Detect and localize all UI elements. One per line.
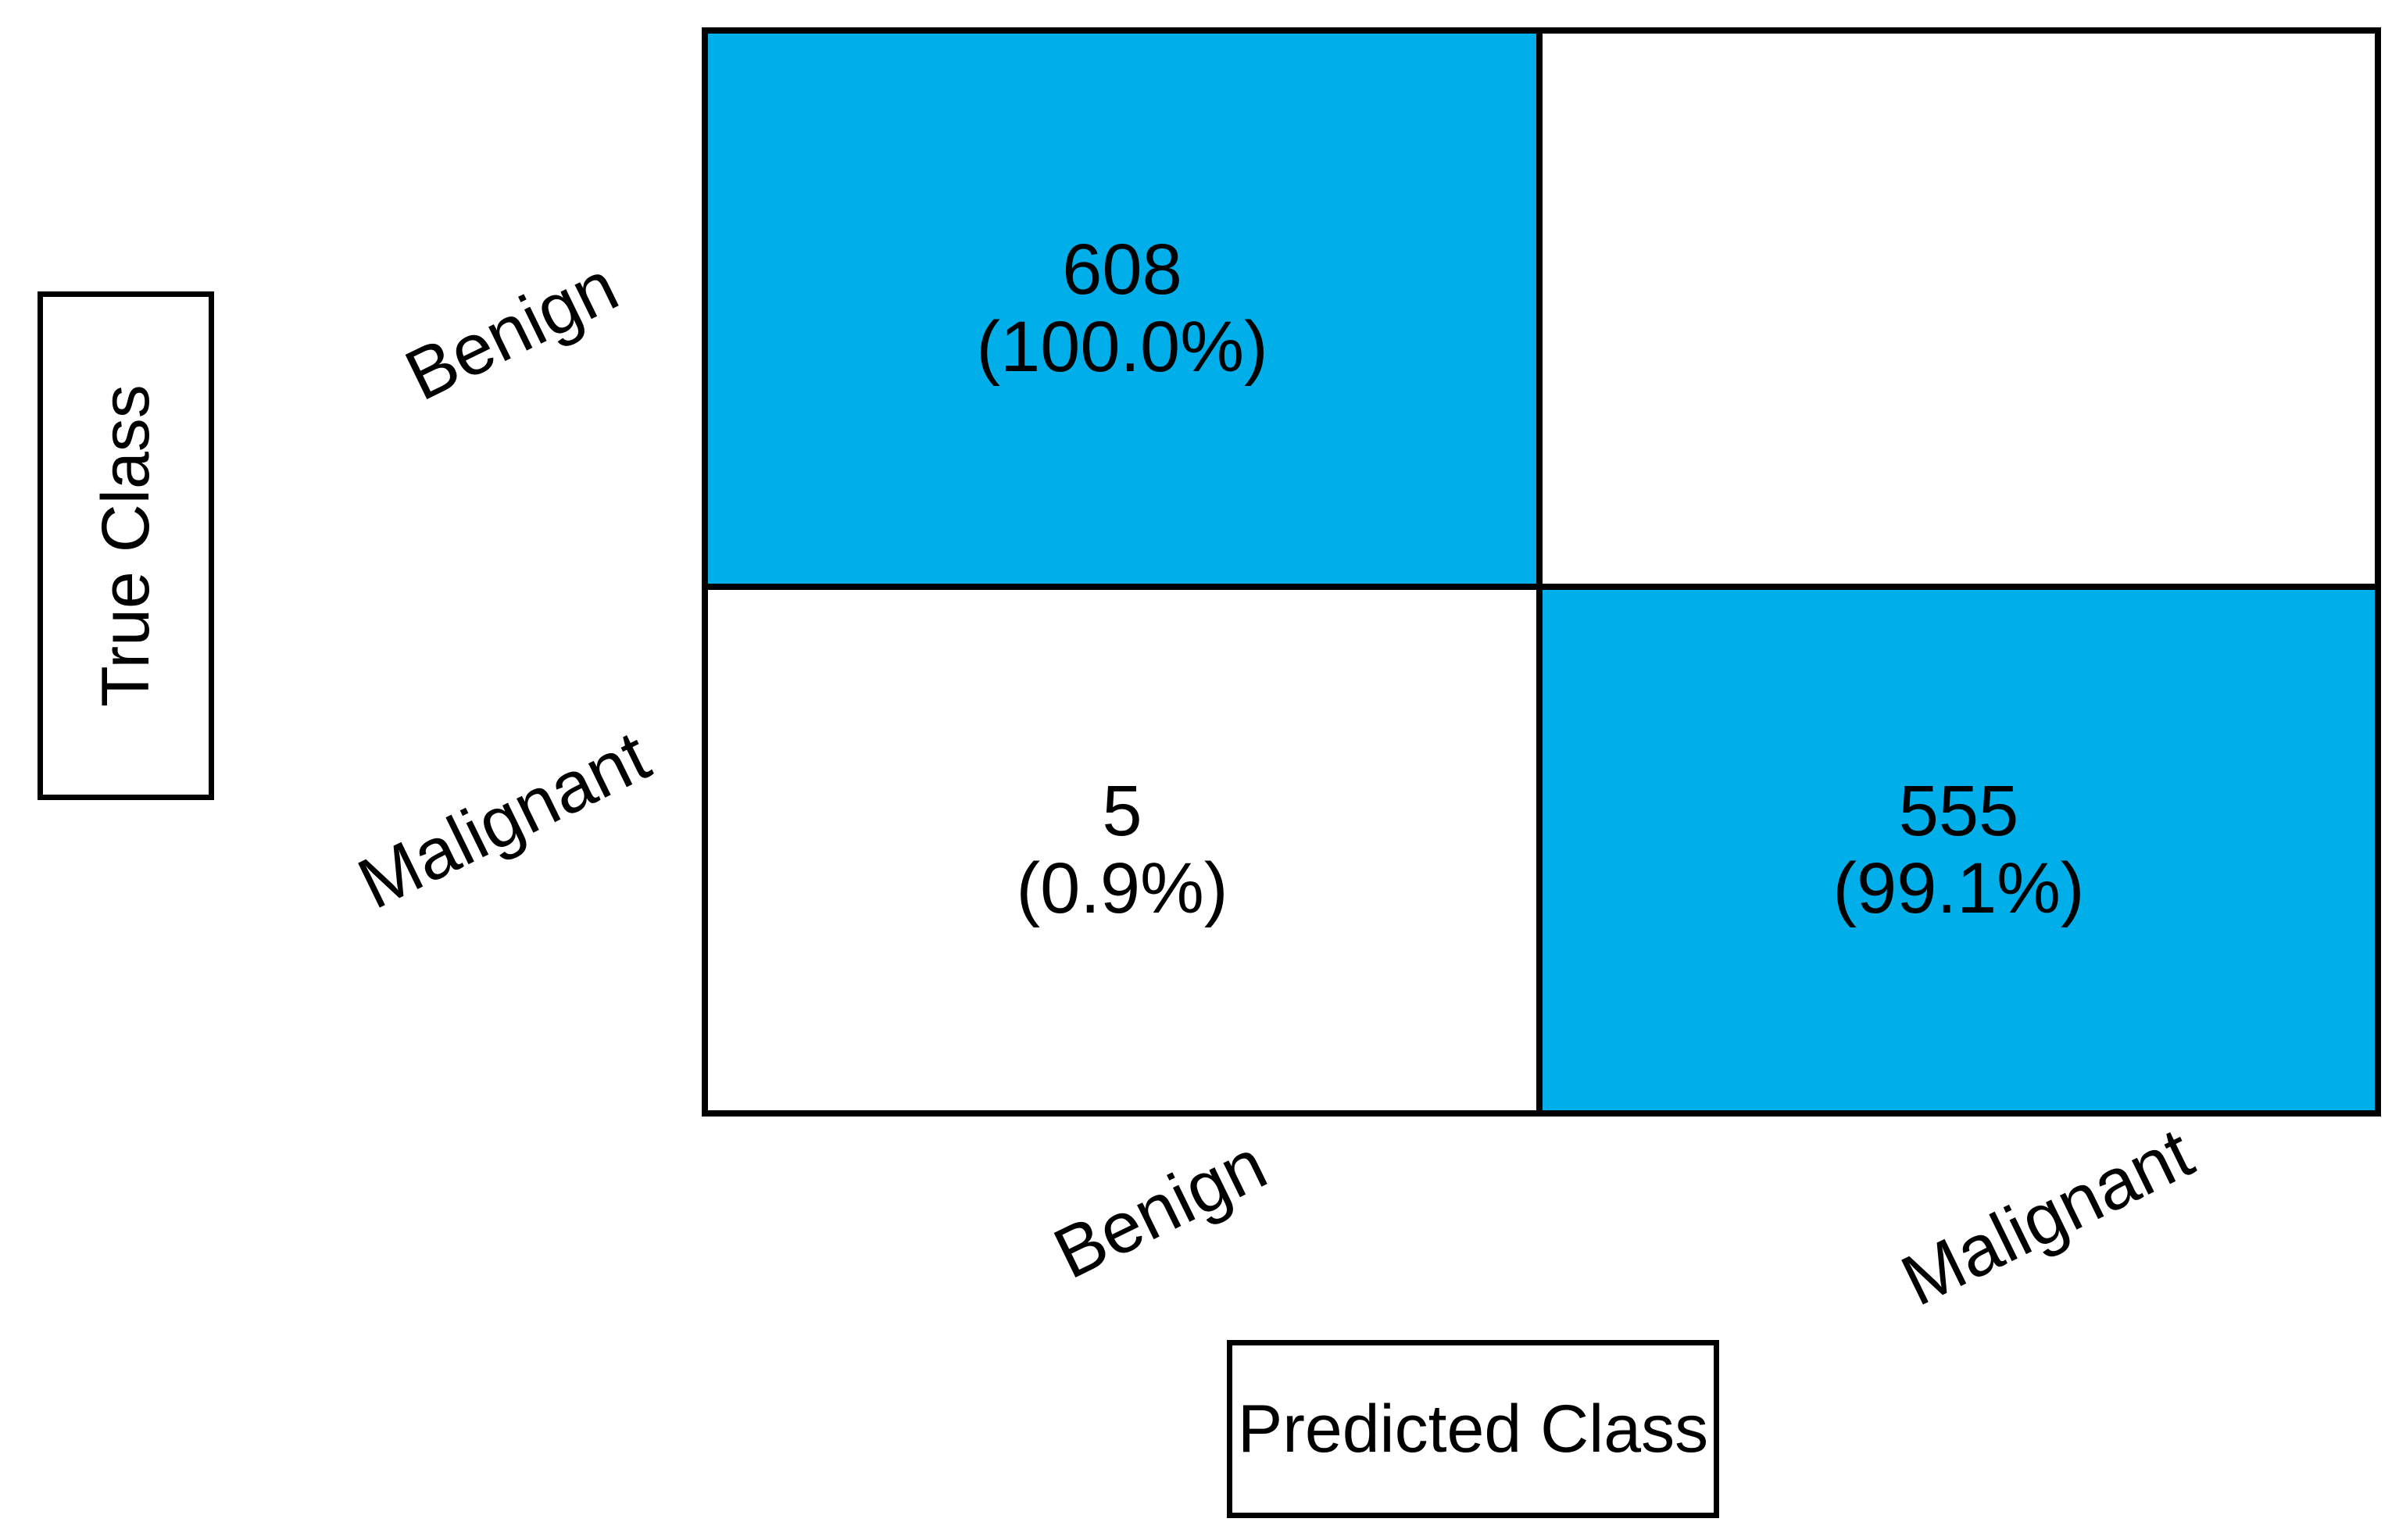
grid-line-vertical (1536, 34, 1543, 1110)
x-axis-label: Predicted Class (1237, 1391, 1709, 1467)
cell-true-benign-pred-malignant (1543, 34, 2375, 584)
cell-count: 5 (1102, 770, 1142, 851)
x-tick-benign: Benign (1042, 1124, 1278, 1295)
cell-percent: (100.0%) (976, 307, 1268, 387)
y-tick-benign: Benign (393, 245, 630, 416)
confusion-matrix-grid: 608 (100.0%) 5 (0.9%) 555 (99.1%) (702, 27, 2381, 1117)
x-tick-malignant: Malignant (1890, 1113, 2205, 1321)
cell-count: 608 (1062, 229, 1182, 309)
cell-true-malignant-pred-malignant: 555 (99.1%) (1543, 590, 2375, 1110)
cell-percent: (0.9%) (1016, 849, 1228, 928)
cell-count: 555 (1898, 770, 2019, 851)
y-axis-label: True Class (88, 384, 163, 707)
cell-true-benign-pred-benign: 608 (100.0%) (708, 34, 1536, 584)
y-axis-label-box: True Class (38, 291, 214, 800)
x-axis-label-box: Predicted Class (1227, 1340, 1719, 1518)
y-tick-malignant: Malignant (346, 716, 662, 924)
cell-percent: (99.1%) (1832, 849, 2085, 928)
grid-line-horizontal (708, 584, 2375, 590)
cell-true-malignant-pred-benign: 5 (0.9%) (708, 590, 1536, 1110)
